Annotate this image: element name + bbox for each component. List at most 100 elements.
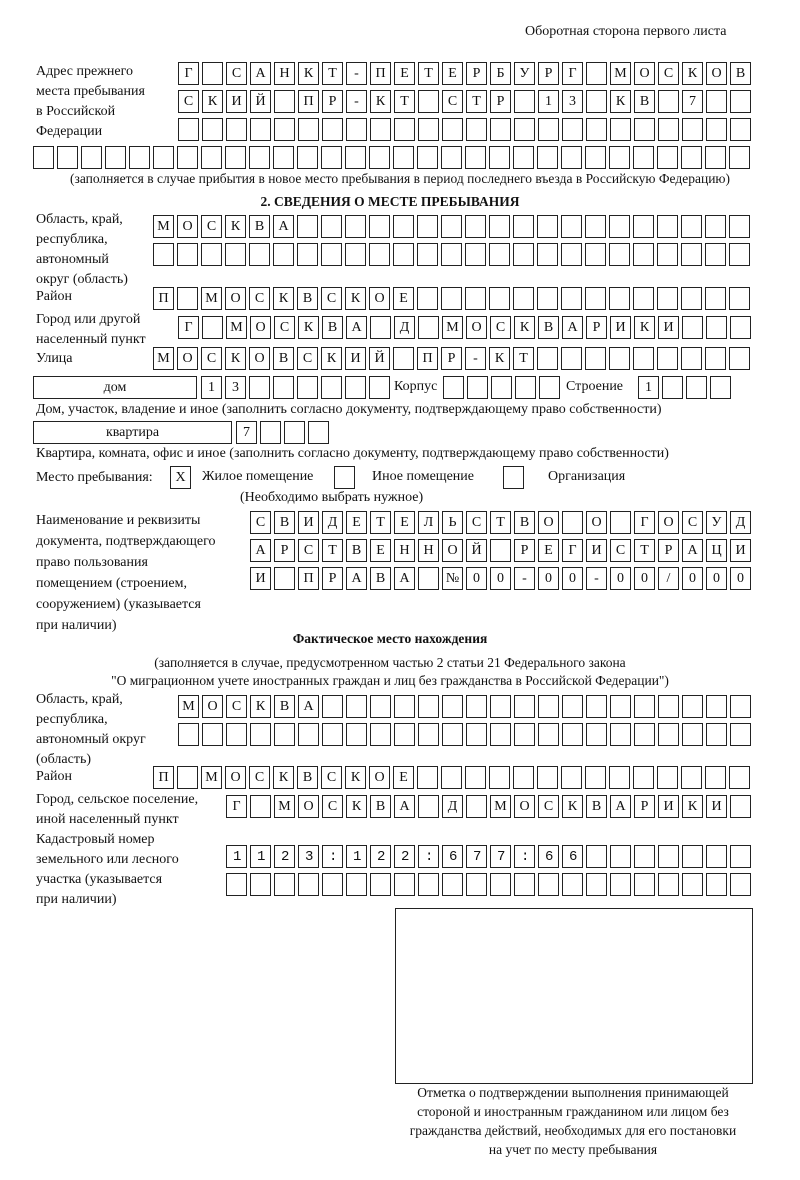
prev-address-cell[interactable] bbox=[633, 146, 654, 169]
document-cell[interactable]: С bbox=[682, 511, 703, 534]
district-cell[interactable] bbox=[177, 287, 198, 310]
actual-region-cell[interactable] bbox=[418, 723, 439, 746]
region-cell[interactable] bbox=[297, 215, 318, 238]
actual-city-cell[interactable]: С bbox=[322, 795, 343, 818]
prev-address-cell[interactable]: Е bbox=[442, 62, 463, 85]
document-cell[interactable]: О bbox=[442, 539, 463, 562]
prev-address-cell[interactable] bbox=[442, 118, 463, 141]
cadastre-cell[interactable] bbox=[610, 845, 631, 868]
actual-city-cell[interactable] bbox=[250, 795, 271, 818]
actual-district-cell[interactable]: О bbox=[369, 766, 390, 789]
region-cell[interactable] bbox=[297, 243, 318, 266]
prev-address-cell[interactable]: С bbox=[178, 90, 199, 113]
region-cell[interactable]: А bbox=[273, 215, 294, 238]
city-cell[interactable]: С bbox=[274, 316, 295, 339]
actual-city-cell[interactable]: К bbox=[682, 795, 703, 818]
prev-address-cell[interactable] bbox=[322, 118, 343, 141]
street-cell[interactable]: - bbox=[465, 347, 486, 370]
document-cell[interactable]: Т bbox=[370, 511, 391, 534]
city-cell[interactable]: Д bbox=[394, 316, 415, 339]
actual-city-cell[interactable]: Г bbox=[226, 795, 247, 818]
actual-district-cell[interactable] bbox=[681, 766, 702, 789]
prev-address-cell[interactable] bbox=[586, 62, 607, 85]
street-cell[interactable] bbox=[561, 347, 582, 370]
document-cell[interactable]: С bbox=[466, 511, 487, 534]
actual-region-cell[interactable]: М bbox=[178, 695, 199, 718]
prev-address-cell[interactable] bbox=[706, 118, 727, 141]
cadastre-cell[interactable] bbox=[658, 873, 679, 896]
actual-region-cell[interactable] bbox=[466, 723, 487, 746]
document-cell[interactable]: В bbox=[346, 539, 367, 562]
cadastre-cell[interactable] bbox=[490, 845, 511, 868]
prev-address-cell[interactable] bbox=[273, 146, 294, 169]
prev-address-cell[interactable]: Г bbox=[562, 62, 583, 85]
street-cell[interactable]: С bbox=[297, 347, 318, 370]
document-cell[interactable]: 0 bbox=[682, 567, 703, 590]
prev-address-cell[interactable]: Т bbox=[394, 90, 415, 113]
actual-region-cell[interactable] bbox=[514, 723, 535, 746]
prev-address-cell[interactable] bbox=[705, 146, 726, 169]
stroenie-cell[interactable]: 1 bbox=[638, 376, 659, 399]
region-cell[interactable] bbox=[177, 243, 198, 266]
actual-region-cell[interactable] bbox=[538, 723, 559, 746]
cadastre-cell[interactable] bbox=[466, 873, 487, 896]
prev-address-cell[interactable]: Т bbox=[418, 62, 439, 85]
street-cell[interactable] bbox=[657, 347, 678, 370]
document-cell[interactable]: И bbox=[730, 539, 751, 562]
prev-address-cell[interactable] bbox=[201, 146, 222, 169]
city-cell[interactable]: М bbox=[226, 316, 247, 339]
region-cell[interactable] bbox=[609, 215, 630, 238]
cadastre-cell[interactable] bbox=[706, 845, 727, 868]
actual-region-cell[interactable] bbox=[730, 695, 751, 718]
region-cell[interactable] bbox=[393, 243, 414, 266]
region-cell[interactable]: К bbox=[225, 215, 246, 238]
actual-district-cell[interactable] bbox=[489, 766, 510, 789]
prev-address-cell[interactable]: М bbox=[610, 62, 631, 85]
cadastre-cell[interactable] bbox=[586, 873, 607, 896]
apartment-type-field[interactable]: квартира bbox=[33, 421, 232, 444]
prev-address-cell[interactable]: К bbox=[202, 90, 223, 113]
stay-option-checkbox[interactable] bbox=[334, 466, 355, 489]
prev-address-cell[interactable] bbox=[681, 146, 702, 169]
actual-region-cell[interactable] bbox=[490, 695, 511, 718]
actual-district-cell[interactable] bbox=[441, 766, 462, 789]
actual-district-cell[interactable] bbox=[729, 766, 750, 789]
district-cell[interactable] bbox=[489, 287, 510, 310]
region-cell[interactable] bbox=[465, 243, 486, 266]
district-cell[interactable] bbox=[417, 287, 438, 310]
cadastre-cell[interactable] bbox=[394, 845, 415, 868]
prev-address-cell[interactable] bbox=[466, 118, 487, 141]
prev-address-cell[interactable] bbox=[489, 146, 510, 169]
korpus-cell[interactable] bbox=[515, 376, 536, 399]
region-cell[interactable] bbox=[705, 243, 726, 266]
house-cell[interactable] bbox=[297, 376, 318, 399]
actual-region-cell[interactable] bbox=[514, 695, 535, 718]
prev-address-cell[interactable] bbox=[682, 118, 703, 141]
document-cell[interactable]: В bbox=[370, 567, 391, 590]
actual-city-cell[interactable]: И bbox=[658, 795, 679, 818]
cadastre-cell[interactable] bbox=[226, 873, 247, 896]
cadastre-cell[interactable] bbox=[610, 873, 631, 896]
actual-district-cell[interactable] bbox=[657, 766, 678, 789]
actual-district-cell[interactable] bbox=[585, 766, 606, 789]
cadastre-cell[interactable] bbox=[298, 845, 319, 868]
cadastre-cell[interactable] bbox=[538, 873, 559, 896]
actual-region-cell[interactable] bbox=[394, 695, 415, 718]
city-cell[interactable] bbox=[706, 316, 727, 339]
prev-address-cell[interactable]: 3 bbox=[562, 90, 583, 113]
actual-region-cell[interactable] bbox=[634, 695, 655, 718]
document-cell[interactable]: 0 bbox=[730, 567, 751, 590]
region-cell[interactable] bbox=[657, 243, 678, 266]
actual-region-cell[interactable] bbox=[322, 723, 343, 746]
prev-address-cell[interactable] bbox=[657, 146, 678, 169]
region-cell[interactable] bbox=[561, 215, 582, 238]
document-cell[interactable]: Е bbox=[370, 539, 391, 562]
district-cell[interactable] bbox=[609, 287, 630, 310]
region-cell[interactable] bbox=[345, 215, 366, 238]
document-cell[interactable]: В bbox=[514, 511, 535, 534]
prev-address-cell[interactable] bbox=[274, 90, 295, 113]
prev-address-cell[interactable] bbox=[297, 146, 318, 169]
city-cell[interactable]: А bbox=[562, 316, 583, 339]
actual-district-cell[interactable]: В bbox=[297, 766, 318, 789]
city-cell[interactable]: К bbox=[298, 316, 319, 339]
